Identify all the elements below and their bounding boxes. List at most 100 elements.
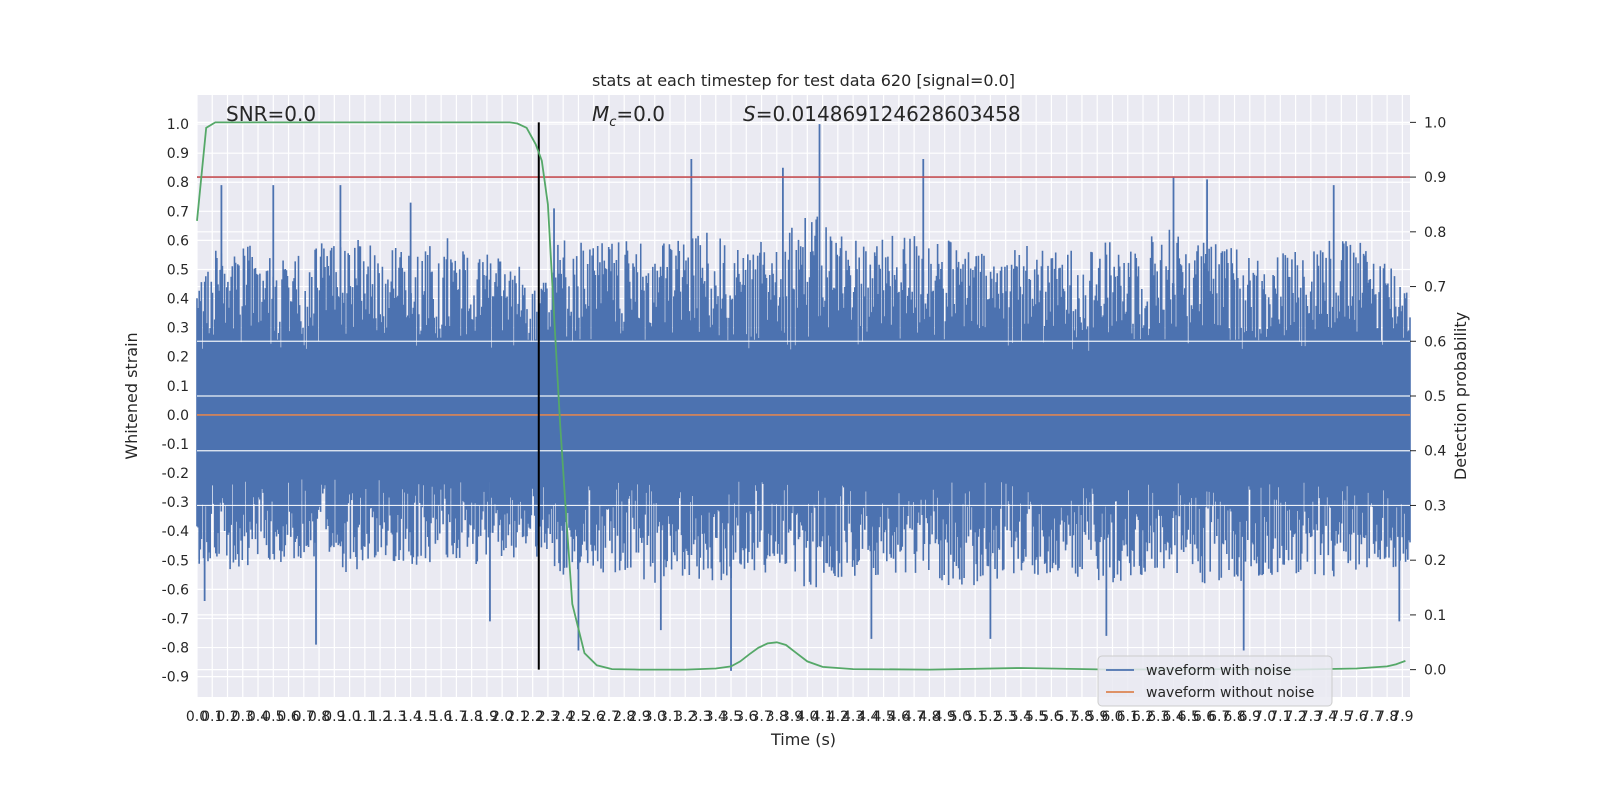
y-tick-label: 0.2	[167, 350, 189, 366]
y-tick-label: 0.8	[167, 175, 189, 191]
legend-box	[1097, 655, 1333, 707]
x-tick-label: 2.2	[522, 709, 544, 725]
x-tick-label: 2.1	[506, 709, 528, 725]
y2-tick-label: 0.3	[1424, 498, 1446, 514]
x-tick-label: 2.0	[491, 709, 513, 725]
x-tick-label: 1.5	[415, 709, 437, 725]
x-tick-label: 3.2	[674, 709, 696, 725]
x-tick-label: 1.9	[476, 709, 498, 725]
x-tick-label: 7.3	[1300, 709, 1322, 725]
x-tick-label: 1.6	[430, 709, 452, 725]
x-tick-label: 7.9	[1391, 709, 1413, 725]
x-tick-label: 6.3	[1147, 709, 1169, 725]
x-tick-label: 2.6	[583, 709, 605, 725]
x-tick-label: 2.5	[567, 709, 589, 725]
x-tick-label: 3.7	[750, 709, 772, 725]
x-tick-label: 1.2	[369, 709, 391, 725]
y-tick-label: 0.7	[167, 204, 189, 220]
x-tick-label: 0.2	[216, 709, 238, 725]
y-tick-label: 0.0	[167, 408, 189, 424]
y-tick-label: 0.1	[167, 379, 189, 395]
y-tick-label: -0.4	[162, 524, 189, 540]
y2-tick-label: 0.5	[1424, 389, 1446, 405]
y2-tick-label: 0.0	[1424, 663, 1446, 679]
annotation-mc-symbol: M	[592, 102, 609, 126]
y-tick-label: 0.6	[167, 233, 189, 249]
x-tick-label: 7.1	[1269, 709, 1291, 725]
x-tick-label: 0.8	[308, 709, 330, 725]
y2-tick-label: 0.6	[1424, 334, 1446, 350]
x-tick-label: 3.6	[735, 709, 757, 725]
annotation-mc-subscript: c	[609, 115, 616, 130]
x-tick-label: 2.9	[628, 709, 650, 725]
x-tick-label: 0.1	[201, 709, 223, 725]
x-tick-label: 0.5	[262, 709, 284, 725]
y-tick-label: 0.3	[167, 321, 189, 337]
x-tick-label: 2.4	[552, 709, 574, 725]
x-tick-label: 2.7	[598, 709, 620, 725]
y-tick-label: -0.9	[162, 670, 189, 686]
x-tick-label: 1.8	[461, 709, 483, 725]
x-tick-label: 7.0	[1254, 709, 1276, 725]
x-tick-label: 6.2	[1132, 709, 1154, 725]
y-tick-label: 1.0	[167, 117, 189, 133]
x-tick-label: 3.0	[644, 709, 666, 725]
y2-tick-label: 0.1	[1424, 608, 1446, 624]
x-tick-label: 4.3	[842, 709, 864, 725]
x-tick-label: 3.4	[705, 709, 727, 725]
x-tick-label: 7.2	[1284, 709, 1306, 725]
x-tick-label: 0.6	[277, 709, 299, 725]
annotation-snr: SNR=0.0	[226, 102, 316, 126]
y-tick-label: 0.5	[167, 262, 189, 278]
y-axis-label: Whitened strain	[122, 332, 141, 459]
x-tick-label: 5.8	[1071, 709, 1093, 725]
x-tick-label: 4.6	[888, 709, 910, 725]
y2-tick-label: 0.8	[1424, 225, 1446, 241]
legend-label: waveform without noise	[1146, 685, 1314, 701]
x-tick-label: 6.9	[1239, 709, 1261, 725]
x-tick-label: 4.2	[827, 709, 849, 725]
x-tick-label: 4.8	[918, 709, 940, 725]
y2-tick-label: 0.4	[1424, 444, 1446, 460]
x-axis-label: Time (s)	[770, 730, 836, 749]
y-tick-label: -0.1	[162, 437, 189, 453]
x-tick-label: 3.1	[659, 709, 681, 725]
x-tick-label: 4.5	[872, 709, 894, 725]
legend-label: waveform with noise	[1146, 663, 1291, 679]
annotation-s: S=0.014869124628603458	[743, 102, 1021, 126]
y-tick-label: 0.9	[167, 146, 189, 162]
x-tick-label: 0.0	[186, 709, 208, 725]
x-tick-label: 5.4	[1010, 709, 1032, 725]
x-tick-label: 3.3	[689, 709, 711, 725]
x-tick-label: 6.5	[1178, 709, 1200, 725]
annotation-s-value: =0.014869124628603458	[756, 102, 1021, 126]
x-tick-label: 5.2	[979, 709, 1001, 725]
y-tick-label: -0.3	[162, 495, 189, 511]
x-tick-label: 2.8	[613, 709, 635, 725]
x-tick-label: 7.7	[1361, 709, 1383, 725]
x-tick-label: 7.5	[1330, 709, 1352, 725]
x-tick-label: 7.8	[1376, 709, 1398, 725]
x-tick-label: 7.4	[1315, 709, 1337, 725]
y-tick-label: 0.4	[167, 292, 189, 308]
x-tick-label: 4.1	[811, 709, 833, 725]
x-tick-label: 0.9	[323, 709, 345, 725]
y2-axis-label: Detection probability	[1451, 312, 1470, 480]
annotation-s-symbol: S	[743, 102, 756, 126]
y2-tick-label: 0.7	[1424, 280, 1446, 296]
x-tick-label: 3.9	[781, 709, 803, 725]
y2-tick-label: 1.0	[1424, 115, 1446, 131]
x-tick-label: 3.5	[720, 709, 742, 725]
annotation-mc-value: =0.0	[616, 102, 665, 126]
x-tick-label: 4.4	[857, 709, 879, 725]
x-tick-label: 5.0	[949, 709, 971, 725]
y-tick-label: -0.5	[162, 553, 189, 569]
y-tick-label: -0.2	[162, 466, 189, 482]
x-tick-label: 6.6	[1193, 709, 1215, 725]
x-tick-label: 6.8	[1223, 709, 1245, 725]
x-tick-label: 1.4	[399, 709, 421, 725]
y-tick-label: -0.6	[162, 582, 189, 598]
series-lines	[196, 121, 1410, 671]
x-tick-label: 0.4	[247, 709, 269, 725]
